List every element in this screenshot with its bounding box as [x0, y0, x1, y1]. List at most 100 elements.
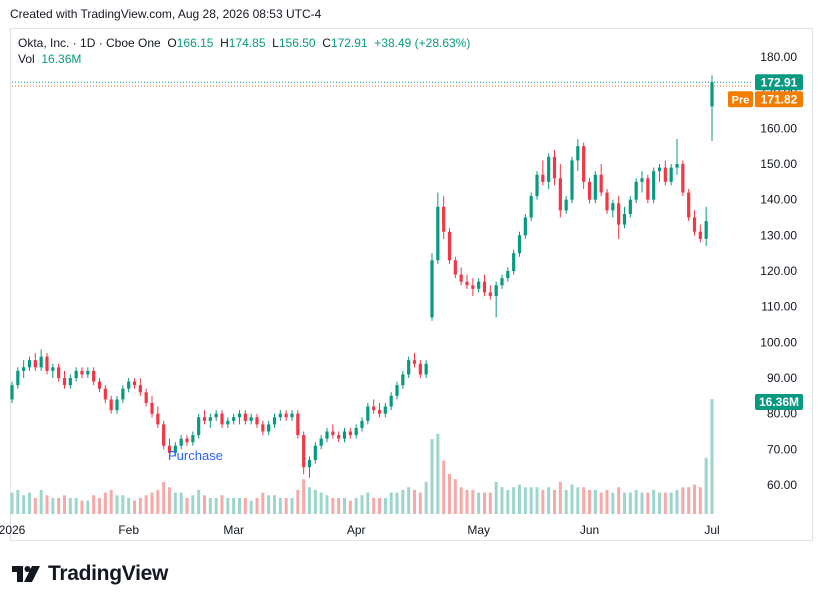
- volume-badge: [755, 394, 803, 410]
- volume-bar: [354, 497, 358, 514]
- last-price-badge: [755, 74, 803, 91]
- volume-legend: Vol 16.36M: [18, 52, 81, 66]
- candle-body: [366, 406, 370, 421]
- candle-body: [255, 417, 259, 425]
- volume-bar: [185, 497, 189, 514]
- volume-bar: [430, 439, 434, 514]
- tradingview-logo[interactable]: TradingView: [12, 562, 168, 586]
- candle-body: [249, 417, 253, 421]
- candle-body: [302, 435, 306, 468]
- volume-bar: [500, 487, 504, 514]
- volume-bar: [302, 479, 306, 514]
- candle-body: [646, 178, 650, 200]
- candle-body: [325, 431, 329, 439]
- candle-body: [319, 438, 323, 446]
- volume-bar: [407, 487, 411, 514]
- candle-body: [436, 206, 440, 261]
- candle-body: [103, 388, 107, 400]
- candle-body: [704, 221, 708, 239]
- volume-bar: [547, 487, 551, 514]
- volume-bar: [378, 497, 381, 514]
- volume-bar: [319, 492, 323, 514]
- candle-body: [512, 253, 516, 272]
- candle-body: [465, 281, 469, 286]
- candle-body: [307, 460, 312, 468]
- candle-body: [191, 435, 195, 443]
- volume-bar: [401, 489, 405, 514]
- candle-body: [605, 192, 609, 211]
- candle-body: [395, 385, 399, 396]
- volume-bar: [669, 492, 673, 514]
- volume-bar: [22, 495, 26, 514]
- candle-body: [582, 146, 586, 182]
- candle-body: [138, 385, 142, 393]
- volume-bar: [646, 492, 650, 514]
- y-tick-label: 110.00: [761, 300, 797, 314]
- volume-bar: [313, 489, 317, 514]
- candle-body: [669, 167, 673, 182]
- volume-bar: [494, 481, 498, 514]
- volume-bar: [168, 487, 171, 514]
- x-tick-label: 2026: [0, 523, 26, 537]
- volume-bar: [45, 495, 49, 514]
- candle-body: [57, 367, 61, 379]
- volume-bar: [372, 497, 376, 514]
- x-tick-label: Jul: [704, 523, 719, 537]
- candle-body: [208, 417, 212, 421]
- candle-body: [482, 281, 487, 293]
- legend-close-label: C: [322, 36, 331, 50]
- legend-symbol: Okta, Inc. · 1D · Cboe One: [18, 36, 161, 50]
- candle-body: [430, 260, 434, 318]
- candle-body: [150, 402, 154, 414]
- volume-bar: [518, 484, 521, 514]
- candle-body: [506, 271, 510, 279]
- volume-bar: [138, 497, 142, 514]
- volume-bar: [51, 497, 55, 514]
- candle-body: [634, 181, 638, 200]
- last-price-badge-text: 172.91: [761, 75, 798, 89]
- candle-body: [226, 420, 230, 425]
- volume-bar: [675, 489, 679, 514]
- volume-bar: [477, 492, 481, 514]
- legend-change: +38.49 (+28.63%): [374, 36, 471, 50]
- volume-bar: [232, 497, 236, 514]
- volume-bar: [179, 492, 183, 514]
- candle-body: [640, 178, 644, 182]
- volume-bar: [238, 497, 241, 514]
- tradingview-logo-text: TradingView: [48, 562, 169, 585]
- candle-body: [383, 406, 387, 414]
- volume-bar: [214, 497, 218, 514]
- volume-bar: [488, 492, 492, 514]
- volume-bar: [109, 489, 113, 514]
- volume-bar: [535, 487, 539, 514]
- candle-body: [185, 438, 189, 443]
- volume-bar: [284, 497, 288, 514]
- volume-bar: [413, 489, 416, 514]
- candle-body: [267, 424, 271, 432]
- volume-bar: [558, 481, 562, 514]
- volume-bar: [448, 473, 451, 514]
- candle-body: [115, 399, 119, 411]
- volume-bar: [710, 399, 714, 514]
- candle-body: [337, 435, 341, 439]
- volume-bar: [611, 492, 615, 514]
- candle-body: [500, 278, 504, 286]
- candle-body: [290, 413, 294, 418]
- volume-bar: [366, 492, 370, 514]
- volume-bar: [220, 495, 224, 514]
- pre-price-badge-text: 171.82: [761, 92, 798, 106]
- candle-body: [360, 420, 364, 428]
- candle-body: [197, 417, 201, 436]
- candle-body: [272, 417, 277, 425]
- candle-body: [593, 174, 597, 200]
- candle-body: [354, 427, 358, 436]
- candle-body: [424, 363, 428, 375]
- volume-bar: [593, 489, 597, 514]
- volume-bar: [273, 495, 276, 514]
- candle-body: [628, 199, 632, 214]
- x-tick-label: Feb: [118, 523, 139, 537]
- candle-body: [162, 424, 166, 446]
- volume-bar: [74, 497, 78, 514]
- chart-panel[interactable]: [10, 28, 813, 541]
